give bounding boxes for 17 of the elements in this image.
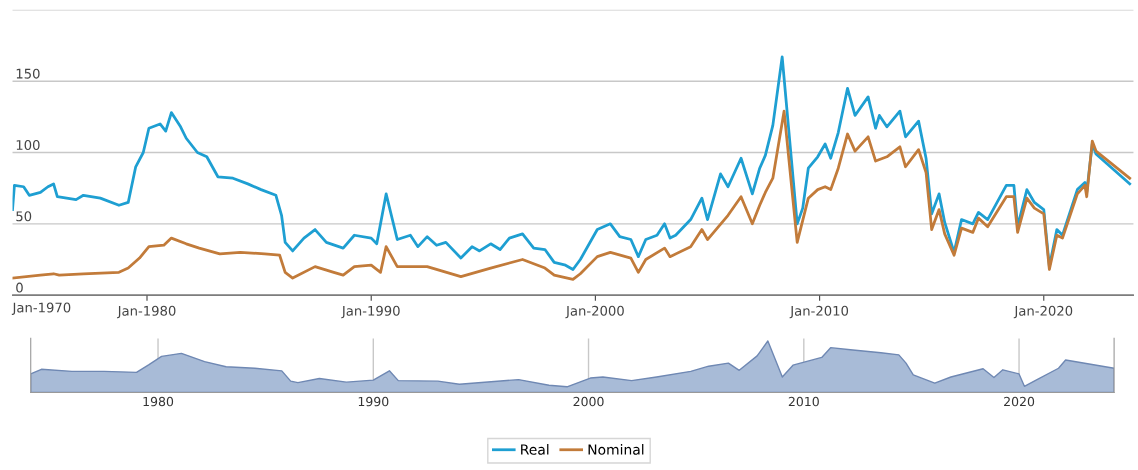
text: Jan-1970 [11,302,71,315]
x-tick-label: 2020 [1004,396,1035,407]
x-tick-label: Jan-2000 [565,305,624,319]
x-tick-label: 1980 [143,396,174,407]
y-tick-label: 50 [16,211,32,222]
x-tick-label: 1990 [358,396,389,407]
x-tick-label: Jan-2010 [789,305,849,319]
x-tick-label: Jan-1980 [116,305,176,319]
x-tick-label: Jan-1990 [341,305,400,319]
y-tick-label: 100 [16,139,40,150]
y-tick-label: 150 [16,68,40,79]
x-tick-label: Jan-2020 [1013,305,1073,319]
x-tick-label: 2000 [573,396,604,407]
legend-label: Nominal [588,444,644,455]
x-tick-label: 2010 [788,396,819,407]
y-tick-label: 0 [16,282,23,293]
legend-label: Real [521,444,549,455]
